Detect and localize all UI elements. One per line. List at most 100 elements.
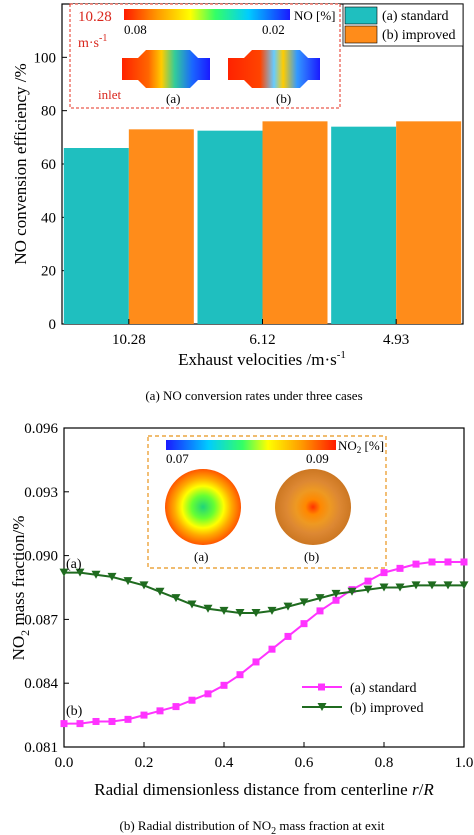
series-line-improved [64,571,464,614]
line-x-tick-label: 0.2 [135,755,154,771]
no-color-scale [124,9,290,20]
legend-marker-standard [318,683,325,691]
line-y-tick-label: 0.093 [24,485,58,501]
flow-label-a: (a) [166,91,180,106]
point-standard [204,690,212,698]
point-improved [395,583,405,592]
curve-label-b: (b) [66,704,83,719]
no-scale-max: 0.08 [124,22,147,37]
bar-y-tick-label: 100 [34,50,57,66]
line-legend: (a) standard (b) improved [302,681,423,716]
point-improved [347,587,357,596]
line-inset: 0.07 0.09 NO2 [%] (a) (b) [147,435,387,569]
point-standard [332,596,340,604]
legend-swatch-standard [344,6,378,25]
inlet-label: inlet [98,87,121,102]
no2-scale-min: 0.07 [166,451,189,466]
bar-marks [63,121,462,325]
bar-improved [396,121,462,324]
bar-inset: 10.28 m·s-1 0.08 0.02 NO [%] (a) (b) inl… [69,3,341,109]
point-standard [252,658,260,666]
point-improved [331,589,341,598]
point-standard [108,717,116,725]
curve-label-a: (a) [66,557,82,572]
line-x-tick-label: 0.8 [375,755,394,771]
point-standard [316,607,324,615]
point-improved [171,594,181,603]
point-standard [124,715,132,723]
point-improved [203,604,213,613]
exit-disc-improved [275,469,351,545]
no2-scale-label: NO2 [%] [338,438,384,455]
line-caption: (b) Radial distribution of NO2 mass frac… [120,818,385,835]
line-x-tick-label: 0.6 [295,755,314,771]
point-improved [59,568,69,577]
point-improved [91,570,101,579]
exit-disc-standard [165,469,241,545]
line-x-ticks: 0.0 0.2 0.4 0.6 0.8 1.0 [55,742,474,771]
line-legend-label-standard: (a) standard [350,681,416,696]
legend-label-improved: (b) improved [382,28,455,43]
bar-y-tick-label: 60 [41,157,56,173]
bar-standard [197,130,263,324]
point-standard [428,558,436,566]
point-improved [251,609,261,618]
bar-legend: (a) standard (b) improved [342,3,464,47]
bar-chart: 0 20 40 60 80 100 10.28 6.12 4.93 NO convension… [11,3,464,403]
bar-x-axis-label: Exhaust velocities /m·s-1 [178,349,346,369]
line-x-tick-label: 1.0 [455,755,474,771]
point-improved [363,585,373,594]
point-improved [235,609,245,618]
disc-label-b: (b) [304,549,319,564]
point-standard [188,696,196,704]
point-standard [300,620,308,628]
point-improved [139,581,149,590]
point-improved [187,600,197,609]
no-scale-min: 0.02 [262,22,285,37]
bar-y-tick-label: 40 [41,210,56,226]
point-standard [380,569,388,577]
line-y-tick-label: 0.090 [24,549,58,565]
point-improved [411,581,421,590]
point-improved [267,606,277,615]
point-improved [379,583,389,592]
line-y-tick-label: 0.081 [24,740,58,756]
bar-improved [262,121,328,324]
point-standard [412,560,420,568]
point-improved [123,577,133,586]
no-scale-label: NO [%] [294,8,336,23]
bar-y-tick-label: 0 [49,317,57,333]
bar-y-ticks: 0 20 40 60 80 100 [34,50,67,333]
point-improved [75,568,85,577]
disc-label-a: (a) [194,549,208,564]
point-standard [76,720,84,728]
bar-y-tick-label: 20 [41,264,56,280]
point-standard [396,564,404,572]
point-improved [443,581,453,590]
inset-velocity-unit: m·s-1 [78,33,107,51]
bar-x-tick-label: 4.93 [383,332,409,348]
bar-standard [63,148,129,324]
bar-improved [128,129,194,324]
line-chart: 0.081 0.084 0.087 0.090 0.093 0.096 0.0 0.2 0.4… [9,421,473,835]
bar-caption: (a) NO conversion rates under three case… [145,388,362,403]
bar-y-axis-label: NO convension efficiency /% [11,63,30,264]
point-standard [364,577,372,585]
point-improved [107,572,117,581]
point-standard [172,703,180,711]
line-y-ticks: 0.081 0.084 0.087 0.090 0.093 0.096 [24,421,69,756]
line-legend-label-improved: (b) improved [350,701,423,716]
point-standard [268,645,276,653]
point-standard [460,558,468,566]
flow-field-improved [228,50,320,88]
line-y-tick-label: 0.084 [24,676,58,692]
line-marks [59,558,469,728]
point-standard [140,711,148,719]
point-improved [299,598,309,607]
point-standard [444,558,452,566]
bar-y-tick-label: 80 [41,104,56,120]
point-improved [219,606,229,615]
point-improved [315,594,325,603]
flow-field-standard [122,50,210,88]
line-x-tick-label: 0.0 [55,755,74,771]
